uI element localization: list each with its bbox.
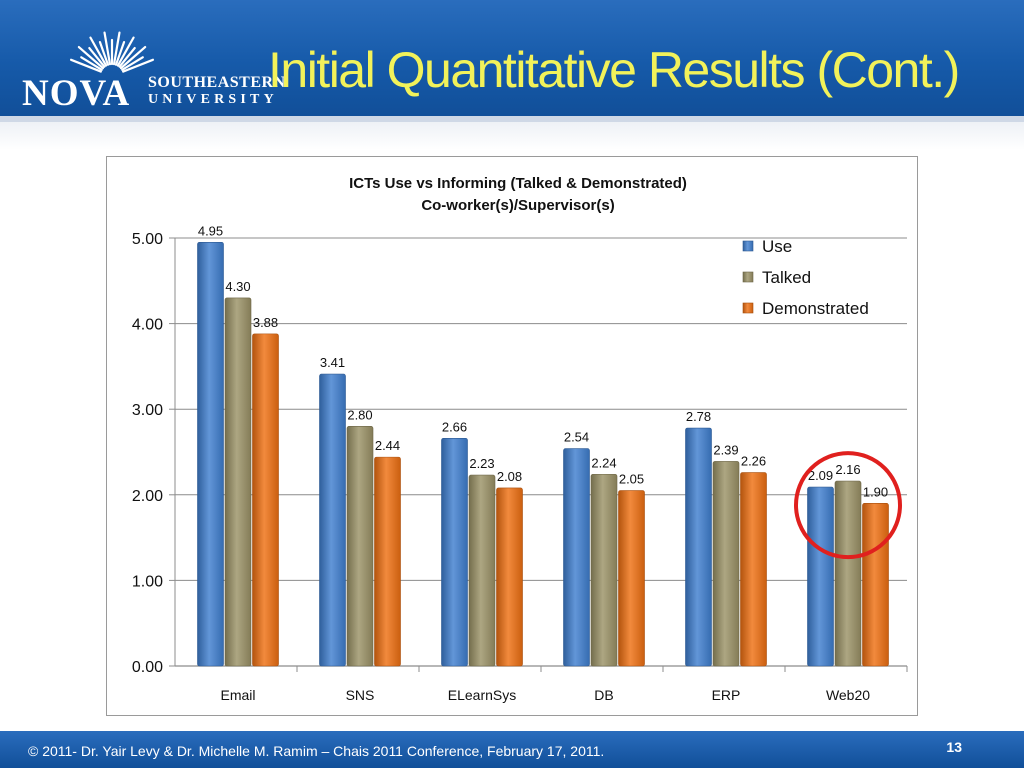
bar-use-email bbox=[197, 241, 224, 667]
bar-use-web20 bbox=[807, 486, 834, 667]
legend-swatch-use bbox=[742, 240, 754, 252]
bar-talked-email bbox=[224, 297, 252, 667]
x-tick-label: Email bbox=[220, 687, 255, 703]
y-tick-label: 1.00 bbox=[132, 573, 163, 590]
data-label: 3.88 bbox=[253, 315, 278, 330]
bar-talked-erp bbox=[712, 461, 740, 667]
highlight-circle bbox=[794, 451, 902, 560]
data-label: 2.44 bbox=[375, 438, 400, 453]
legend-label-talked: Talked bbox=[762, 268, 811, 287]
footer-credit: © 2011- Dr. Yair Levy & Dr. Michelle M. … bbox=[28, 743, 605, 759]
x-tick-label: SNS bbox=[346, 687, 375, 703]
data-label: 2.26 bbox=[741, 454, 766, 469]
data-label: 2.66 bbox=[442, 419, 467, 434]
legend-label-use: Use bbox=[762, 237, 792, 256]
bar-demonstrated-web20 bbox=[862, 503, 889, 667]
data-label: 2.08 bbox=[497, 469, 522, 484]
bar-demonstrated-db bbox=[618, 490, 645, 667]
bar-talked-sns bbox=[346, 426, 374, 667]
data-label: 2.54 bbox=[564, 430, 589, 445]
data-label: 2.05 bbox=[619, 472, 644, 487]
legend-swatch-demonstrated bbox=[742, 302, 754, 314]
data-label: 2.39 bbox=[713, 442, 738, 457]
slide-header: NOVA SOUTHEASTERN UNIVERSITY Initial Qua… bbox=[0, 0, 1024, 116]
chart-title-line-1: ICTs Use vs Informing (Talked & Demonstr… bbox=[349, 175, 687, 192]
bar-talked-db bbox=[590, 473, 618, 667]
slide-title: Initial Quantitative Results (Cont.) bbox=[268, 42, 960, 98]
bar-chart: ICTs Use vs Informing (Talked & Demonstr… bbox=[106, 156, 918, 716]
sunburst-icon bbox=[69, 31, 155, 73]
bar-talked-web20 bbox=[834, 480, 862, 667]
x-tick-label: ELearnSys bbox=[448, 687, 516, 703]
data-label: 3.41 bbox=[320, 355, 345, 370]
chart-title-line-2: Co-worker(s)/Supervisor(s) bbox=[421, 197, 614, 214]
data-label: 2.23 bbox=[469, 456, 494, 471]
data-label: 2.78 bbox=[686, 409, 711, 424]
bar-demonstrated-sns bbox=[374, 456, 401, 667]
bar-use-elearnsys bbox=[441, 438, 468, 667]
bar-use-db bbox=[563, 448, 590, 667]
logo-line-1: SOUTHEASTERN bbox=[148, 74, 286, 91]
chart-canvas: ICTs Use vs Informing (Talked & Demonstr… bbox=[132, 175, 908, 703]
bar-use-erp bbox=[685, 427, 712, 667]
data-label: 2.09 bbox=[808, 468, 833, 483]
data-label: 2.24 bbox=[591, 455, 616, 470]
header-divider bbox=[0, 116, 1024, 122]
legend-label-demonstrated: Demonstrated bbox=[762, 299, 869, 318]
bar-demonstrated-erp bbox=[740, 472, 767, 667]
logo-line-2: UNIVERSITY bbox=[148, 92, 278, 107]
y-tick-label: 3.00 bbox=[132, 402, 163, 419]
x-tick-label: Web20 bbox=[826, 687, 870, 703]
header-shadow bbox=[0, 122, 1024, 150]
y-tick-label: 5.00 bbox=[132, 231, 163, 248]
data-label: 4.95 bbox=[198, 223, 223, 238]
bar-demonstrated-email bbox=[252, 333, 279, 667]
logo-word: NOVA bbox=[22, 73, 131, 114]
legend-swatch-talked bbox=[742, 271, 754, 283]
y-tick-label: 0.00 bbox=[132, 659, 163, 676]
data-label: 4.30 bbox=[225, 279, 250, 294]
x-tick-label: DB bbox=[594, 687, 613, 703]
y-tick-label: 4.00 bbox=[132, 317, 163, 334]
data-label: 2.80 bbox=[347, 407, 372, 422]
slide-footer: © 2011- Dr. Yair Levy & Dr. Michelle M. … bbox=[0, 731, 1024, 768]
data-label: 1.90 bbox=[863, 484, 888, 499]
bar-use-sns bbox=[319, 373, 346, 667]
bar-demonstrated-elearnsys bbox=[496, 487, 523, 667]
y-tick-label: 2.00 bbox=[132, 488, 163, 505]
slide-number: 13 bbox=[946, 739, 962, 755]
x-tick-label: ERP bbox=[712, 687, 741, 703]
nova-university-logo: NOVA SOUTHEASTERN UNIVERSITY bbox=[20, 18, 285, 114]
bar-talked-elearnsys bbox=[468, 474, 496, 667]
data-label: 2.16 bbox=[835, 462, 860, 477]
